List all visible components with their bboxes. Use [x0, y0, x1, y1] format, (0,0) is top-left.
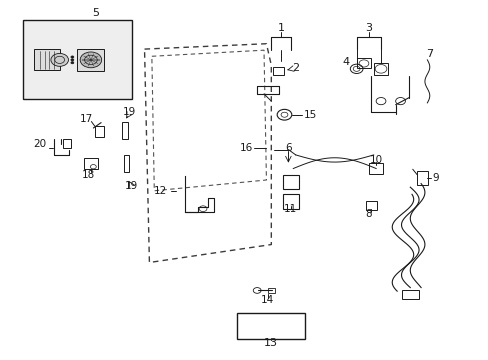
Bar [22, 21, 132, 99]
Circle shape [51, 53, 68, 66]
Text: 11: 11 [284, 204, 297, 214]
Bar [34, 49, 60, 70]
Text: 16: 16 [239, 143, 252, 153]
Bar [84, 158, 98, 169]
Bar [283, 194, 298, 209]
Text: 10: 10 [369, 154, 382, 165]
Circle shape [71, 56, 74, 58]
Bar [123, 154, 129, 172]
Bar [283, 175, 298, 189]
Bar [77, 49, 104, 71]
Bar [416, 171, 427, 185]
Text: 17: 17 [80, 114, 93, 124]
Text: 19: 19 [123, 107, 136, 117]
Text: 14: 14 [261, 296, 274, 306]
Bar [237, 313, 305, 338]
Text: 19: 19 [124, 181, 138, 191]
Bar [368, 163, 382, 174]
Circle shape [71, 62, 74, 64]
Text: 7: 7 [426, 49, 432, 59]
Bar [365, 201, 376, 210]
Text: 9: 9 [431, 173, 438, 183]
Bar [122, 122, 128, 139]
Text: 1: 1 [277, 23, 284, 33]
Circle shape [71, 59, 74, 61]
Circle shape [80, 52, 102, 68]
Text: 8: 8 [365, 209, 371, 219]
Text: 5: 5 [92, 8, 99, 18]
Bar [268, 288, 275, 293]
Text: 3: 3 [365, 23, 371, 33]
Bar [373, 63, 387, 75]
Bar [95, 126, 104, 137]
Text: 13: 13 [264, 338, 278, 348]
Text: 20: 20 [33, 139, 46, 149]
Text: 18: 18 [81, 170, 95, 180]
Text: 6: 6 [285, 143, 291, 153]
Bar [273, 67, 284, 75]
Text: 12: 12 [154, 186, 167, 196]
Bar [62, 139, 71, 148]
Bar [356, 58, 370, 68]
Text: 15: 15 [304, 110, 317, 120]
Text: 2: 2 [292, 63, 299, 73]
Bar [401, 290, 418, 299]
Text: 4: 4 [342, 57, 348, 67]
